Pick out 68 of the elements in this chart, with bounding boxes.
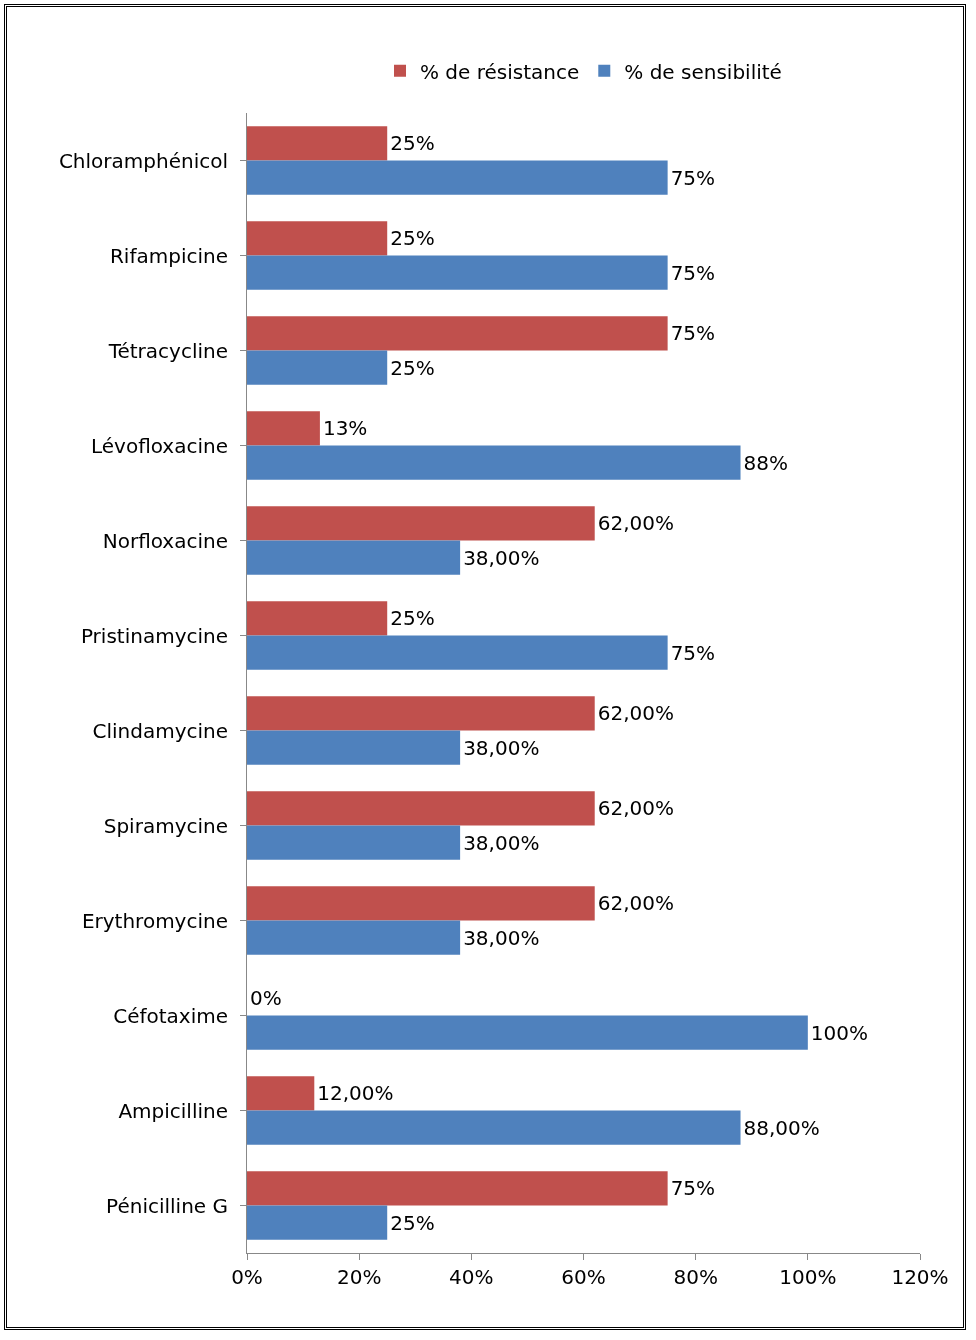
y-tick-label: Tétracycline [107, 338, 228, 363]
data-label: 75% [670, 640, 716, 665]
x-tick-label: 40% [449, 1265, 494, 1289]
data-label: 25% [390, 131, 435, 156]
y-tick-label: Chloramphénicol [58, 148, 228, 173]
bar [247, 1076, 315, 1111]
bar [247, 696, 595, 731]
data-label: 88% [743, 450, 788, 475]
data-label: 62,00% [597, 511, 674, 536]
x-tick-label: 0% [231, 1265, 263, 1289]
x-tick-label: 100% [779, 1265, 837, 1289]
bar [247, 1205, 388, 1240]
bar [247, 506, 595, 541]
x-tick-label: 80% [673, 1265, 718, 1289]
bar [247, 1015, 808, 1050]
x-tick-label: 120% [891, 1265, 949, 1289]
legend-label: % de résistance [420, 59, 580, 84]
y-tick-label: Lévofloxacine [90, 433, 228, 458]
bar [247, 445, 741, 480]
bar [247, 791, 595, 826]
data-label: 62,00% [597, 796, 674, 821]
bar [247, 1110, 741, 1145]
y-tick-label: Spiramycine [103, 813, 228, 838]
bar [247, 316, 668, 351]
bar [247, 730, 461, 765]
data-label: 75% [670, 260, 716, 285]
bar [247, 350, 388, 385]
bar [247, 255, 668, 290]
data-label: 25% [390, 355, 435, 380]
data-label: 38,00% [463, 830, 540, 855]
y-tick-label: Rifampicine [109, 243, 228, 268]
bar [247, 126, 388, 161]
data-label: 0% [250, 986, 282, 1011]
y-tick-label: Norfloxacine [102, 528, 228, 553]
y-tick-label: Céfotaxime [113, 1003, 228, 1028]
data-label: 62,00% [597, 701, 674, 726]
data-label: 25% [390, 606, 435, 631]
bar [247, 886, 595, 921]
legend-label: % de sensibilité [624, 59, 782, 84]
y-tick-label: Erythromycine [81, 908, 228, 933]
y-tick-label: Pénicilline G [106, 1193, 228, 1218]
data-label: 100% [810, 1020, 869, 1045]
bar [247, 920, 461, 955]
data-label: 12,00% [317, 1081, 394, 1106]
bar [247, 601, 388, 636]
x-tick-label: 60% [561, 1265, 606, 1289]
y-tick-label: Clindamycine [92, 718, 228, 743]
bar [247, 160, 668, 195]
data-label: 75% [670, 165, 716, 190]
data-label: 13% [322, 416, 368, 441]
data-label: 62,00% [597, 891, 674, 916]
x-tick-label: 20% [336, 1265, 382, 1289]
bar [247, 1171, 668, 1206]
bar [247, 221, 388, 256]
data-label: 38,00% [463, 545, 540, 570]
bar [247, 411, 320, 446]
data-label: 75% [670, 1176, 716, 1201]
data-label: 25% [390, 226, 435, 251]
data-label: 75% [670, 321, 716, 346]
bar [247, 635, 668, 670]
y-tick-label: Pristinamycine [80, 623, 228, 648]
data-label: 88,00% [743, 1115, 820, 1140]
bar [247, 825, 461, 860]
y-tick-label: Ampicilline [118, 1098, 228, 1123]
data-label: 38,00% [463, 925, 540, 950]
bar [247, 540, 461, 575]
data-label: 38,00% [463, 735, 540, 760]
data-label: 25% [390, 1210, 435, 1235]
